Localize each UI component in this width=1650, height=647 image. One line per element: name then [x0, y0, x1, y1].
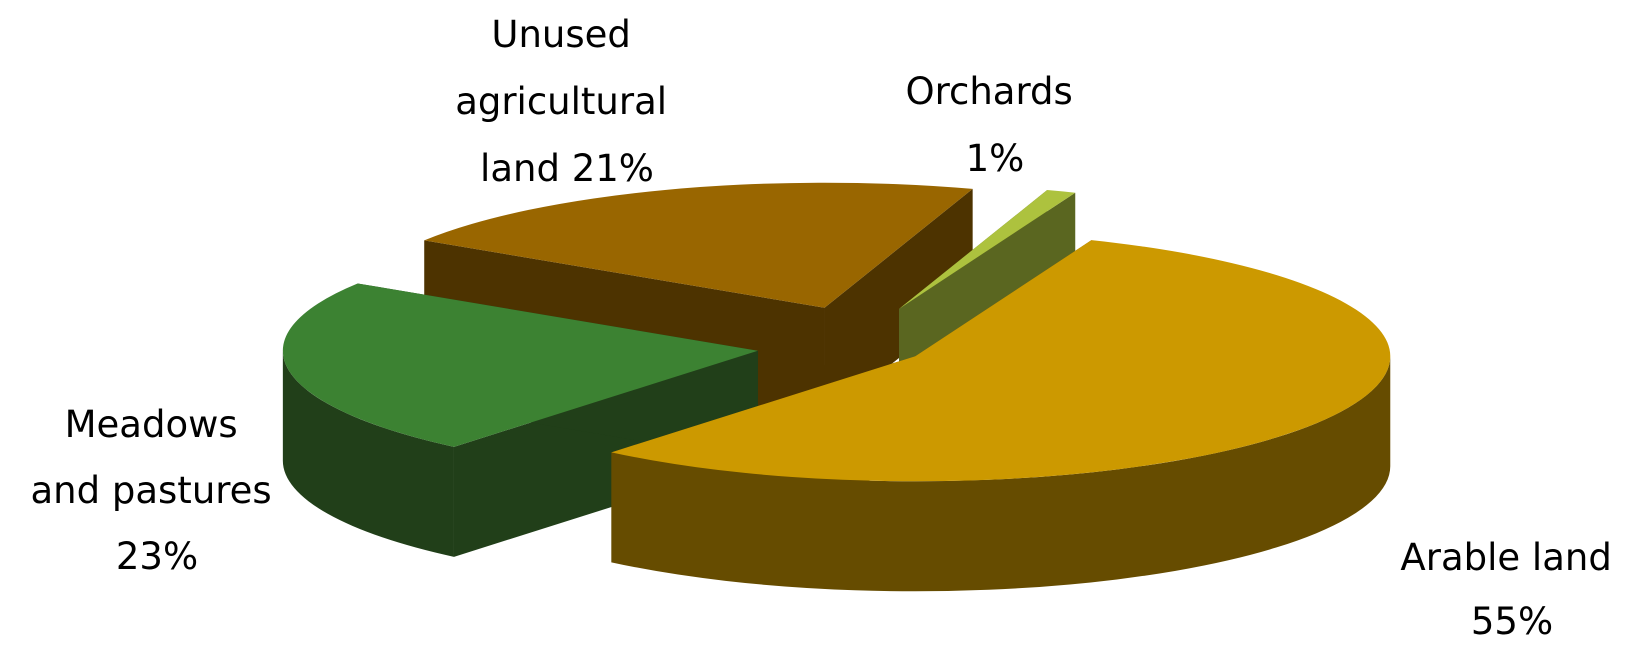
slice-top-orchards	[899, 190, 1076, 309]
label-arable-land: Arable land 55%	[1400, 536, 1623, 643]
slice-arable-land	[611, 240, 1391, 592]
slice-labels: Arable land 55% Meadows and pastures 23%…	[31, 13, 1623, 643]
slice-top-arable-land	[611, 240, 1391, 482]
label-arable-line-1: Arable land	[1400, 536, 1611, 579]
label-meadows-line-3: 23%	[116, 535, 198, 578]
slice-meadows-and-pastures	[282, 283, 758, 557]
label-meadows-and-pastures: Meadows and pastures 23%	[31, 403, 284, 578]
slice-top-unused-agricultural-land	[424, 182, 973, 308]
label-unused-line-2: agricultural	[455, 80, 667, 123]
label-orchards-line-1: Orchards	[905, 70, 1072, 113]
label-unused-line-3: land 21%	[480, 147, 654, 190]
label-orchards-line-2: 1%	[966, 137, 1025, 180]
slice-top-meadows-and-pastures	[282, 283, 758, 447]
label-unused-agricultural-land: Unused agricultural land 21%	[455, 13, 679, 190]
label-meadows-line-2: and pastures	[31, 469, 272, 512]
slice-side-arable-land-0	[611, 356, 1391, 592]
label-arable-line-2: 55%	[1471, 600, 1553, 643]
label-meadows-line-1: Meadows	[65, 403, 238, 446]
slice-wall-unused-agricultural-land-1	[824, 188, 973, 418]
label-orchards: Orchards 1%	[905, 70, 1084, 180]
label-unused-line-1: Unused	[491, 13, 631, 56]
slice-side-meadows-and-pastures-0	[282, 350, 454, 557]
pie-slices	[282, 182, 1391, 592]
